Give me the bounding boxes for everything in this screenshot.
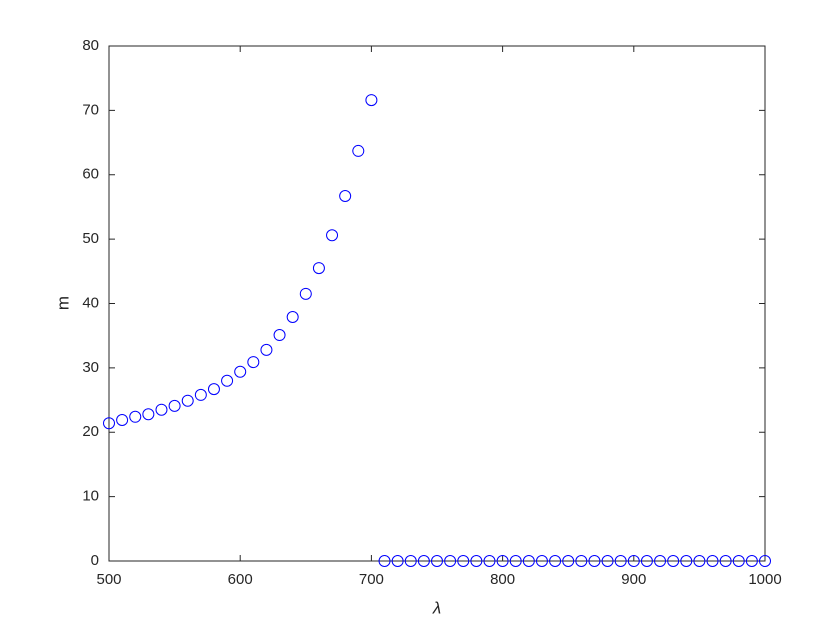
y-tick-label: 40 <box>82 294 99 311</box>
y-tick-label: 30 <box>82 359 99 376</box>
point <box>483 555 496 567</box>
point <box>339 189 352 202</box>
point <box>234 365 247 378</box>
point <box>260 343 273 356</box>
y-tick-label: 0 <box>91 552 99 569</box>
point <box>404 555 417 567</box>
x-tick-label: 500 <box>96 571 121 588</box>
point <box>221 374 234 387</box>
y-tick-label: 60 <box>82 166 99 183</box>
point <box>312 262 325 275</box>
point <box>759 555 771 567</box>
point <box>667 555 680 567</box>
point <box>391 555 404 567</box>
point <box>181 394 194 407</box>
y-tick-label: 70 <box>82 101 99 118</box>
point <box>522 555 535 567</box>
point <box>326 229 339 242</box>
y-tick-label: 80 <box>82 37 99 54</box>
point <box>588 555 601 567</box>
y-tick-label: 50 <box>82 230 99 247</box>
axes-box <box>108 45 766 562</box>
point <box>693 555 706 567</box>
point <box>496 555 509 567</box>
point <box>470 555 483 567</box>
point <box>168 399 181 412</box>
point <box>352 144 365 157</box>
x-tick-label: 700 <box>359 571 384 588</box>
point <box>194 388 207 401</box>
point <box>207 383 220 396</box>
point <box>535 555 548 567</box>
point <box>745 555 758 567</box>
x-tick-label: 600 <box>228 571 253 588</box>
point <box>142 408 155 421</box>
y-tick-label: 10 <box>82 488 99 505</box>
point <box>273 329 286 342</box>
point <box>654 555 667 567</box>
point <box>575 555 588 567</box>
point <box>247 356 260 369</box>
point <box>732 555 745 567</box>
x-tick-label: 1000 <box>748 571 781 588</box>
point <box>378 555 391 567</box>
point <box>640 555 653 567</box>
point <box>444 555 457 567</box>
point <box>627 555 640 567</box>
point <box>155 403 168 416</box>
point <box>457 555 470 567</box>
x-axis-label: λ <box>432 598 441 617</box>
x-tick-label: 900 <box>621 571 646 588</box>
point <box>601 555 614 567</box>
point <box>706 555 719 567</box>
point <box>116 414 129 427</box>
point <box>103 417 115 430</box>
point <box>299 287 312 300</box>
y-axis-label: m <box>53 296 72 310</box>
point <box>719 555 732 567</box>
point <box>614 555 627 567</box>
point <box>680 555 693 567</box>
point <box>417 555 430 567</box>
point <box>431 555 443 567</box>
x-tick-label: 800 <box>490 571 515 588</box>
point <box>509 555 522 567</box>
point <box>129 410 142 423</box>
y-tick-label: 20 <box>82 423 99 440</box>
point <box>365 94 378 107</box>
point <box>549 555 562 567</box>
point <box>286 311 299 324</box>
point <box>562 555 575 567</box>
